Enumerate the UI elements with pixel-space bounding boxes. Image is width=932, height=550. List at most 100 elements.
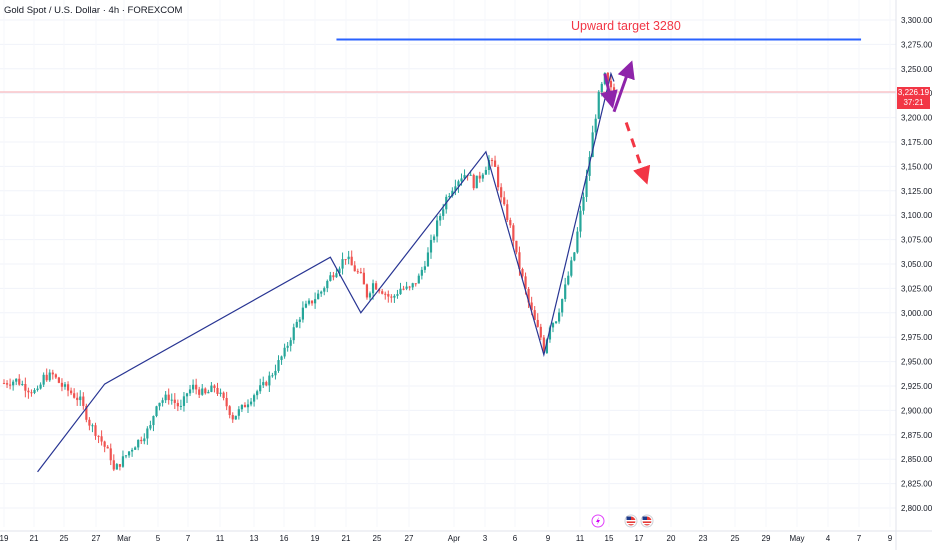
candle-body xyxy=(79,396,82,401)
wave-line[interactable] xyxy=(37,71,615,473)
y-tick-label: 2,975.00 xyxy=(901,333,932,342)
candle-body xyxy=(323,288,326,292)
y-tick-label: 3,175.00 xyxy=(901,138,932,147)
drawings[interactable] xyxy=(336,38,862,185)
candle-body xyxy=(228,406,231,416)
candle-body xyxy=(76,397,79,401)
candle-body xyxy=(213,385,216,388)
candle-body xyxy=(317,293,320,300)
candle-body xyxy=(506,204,509,221)
candle-body xyxy=(408,286,411,288)
candle-body xyxy=(371,283,375,294)
candle-body xyxy=(320,291,323,294)
candle-body xyxy=(442,209,445,216)
candle-body xyxy=(48,372,51,381)
candle-body xyxy=(192,384,195,390)
candle-body xyxy=(612,87,616,93)
candle-body xyxy=(378,289,381,292)
x-tick-label: Mar xyxy=(117,534,131,543)
candle-body xyxy=(362,272,365,285)
candle-body xyxy=(512,225,515,241)
candle-body xyxy=(457,181,460,187)
y-tick-label: 3,000.00 xyxy=(901,309,932,318)
candle-body xyxy=(576,231,579,253)
candle-body xyxy=(262,382,265,386)
flag-stripe xyxy=(643,523,651,525)
candle-body xyxy=(524,276,527,290)
candle-body xyxy=(329,275,332,281)
candle-body xyxy=(475,175,478,189)
candle-body xyxy=(149,425,152,429)
event-markers[interactable] xyxy=(591,514,654,528)
candle-body xyxy=(341,259,344,269)
y-tick-label: 3,100.00 xyxy=(901,211,932,220)
candle-body xyxy=(426,252,430,267)
candle-body xyxy=(460,178,463,182)
candle-body xyxy=(134,447,137,450)
flag-canton xyxy=(626,516,631,520)
candle-body xyxy=(45,374,48,381)
candle-body xyxy=(490,159,494,161)
candle-body xyxy=(207,391,210,394)
candle-body xyxy=(530,302,533,311)
candle-body xyxy=(289,340,292,346)
candle-body xyxy=(222,392,225,398)
candle-body xyxy=(597,91,600,119)
y-tick-label: 3,075.00 xyxy=(901,236,932,245)
candle-body xyxy=(12,381,15,386)
candle-body xyxy=(503,197,506,205)
candle-body xyxy=(368,293,372,298)
y-tick-label: 3,025.00 xyxy=(901,284,932,293)
candle-body xyxy=(411,283,414,288)
candle-body xyxy=(493,160,497,167)
y-tick-label: 3,125.00 xyxy=(901,187,932,196)
x-tick-label: 7 xyxy=(186,534,191,543)
candle-body xyxy=(432,236,436,241)
candle-body xyxy=(387,294,390,297)
y-tick-label: 3,200.00 xyxy=(901,114,932,123)
candle-body xyxy=(527,289,530,303)
candle-body xyxy=(472,174,475,189)
candle-body xyxy=(365,284,369,298)
candle-body xyxy=(381,291,384,294)
candle-body xyxy=(570,260,573,276)
candle-body xyxy=(609,80,613,88)
candle-body xyxy=(545,339,548,353)
candle-body xyxy=(436,220,439,237)
candle-body xyxy=(259,385,262,392)
candle-body xyxy=(253,395,256,402)
purple-arrow[interactable] xyxy=(600,73,618,109)
candle-body xyxy=(265,382,268,386)
candle-body xyxy=(478,175,481,179)
x-tick-label: 3 xyxy=(483,534,488,543)
candle-body xyxy=(295,321,298,328)
candle-body xyxy=(146,428,149,439)
candle-body xyxy=(384,293,387,295)
x-tick-label: 29 xyxy=(762,534,771,543)
last-price-tag: 3,226.19 37:21 xyxy=(897,87,930,109)
candle-body xyxy=(2,383,6,385)
x-tick-label: 20 xyxy=(667,534,676,543)
x-tick-label: 4 xyxy=(826,534,831,543)
candle-body xyxy=(82,396,85,406)
candle-body xyxy=(33,390,36,393)
candle-body xyxy=(170,399,173,401)
candle-body xyxy=(542,337,545,353)
candle-body xyxy=(109,448,112,461)
candle-body xyxy=(582,196,585,211)
wave-lines[interactable] xyxy=(37,71,615,473)
candle-body xyxy=(188,389,192,394)
candle-body xyxy=(399,288,402,295)
candle-body xyxy=(347,256,350,260)
y-tick-label: 3,275.00 xyxy=(901,40,932,49)
candle-body xyxy=(137,439,140,448)
candle-body xyxy=(280,356,283,361)
candle-body xyxy=(417,275,420,284)
purple-arrow[interactable] xyxy=(612,60,635,113)
candle-body xyxy=(231,415,234,420)
red-dashed-arrow[interactable] xyxy=(624,121,651,185)
candle-body xyxy=(326,280,329,289)
candle-body xyxy=(173,399,176,403)
